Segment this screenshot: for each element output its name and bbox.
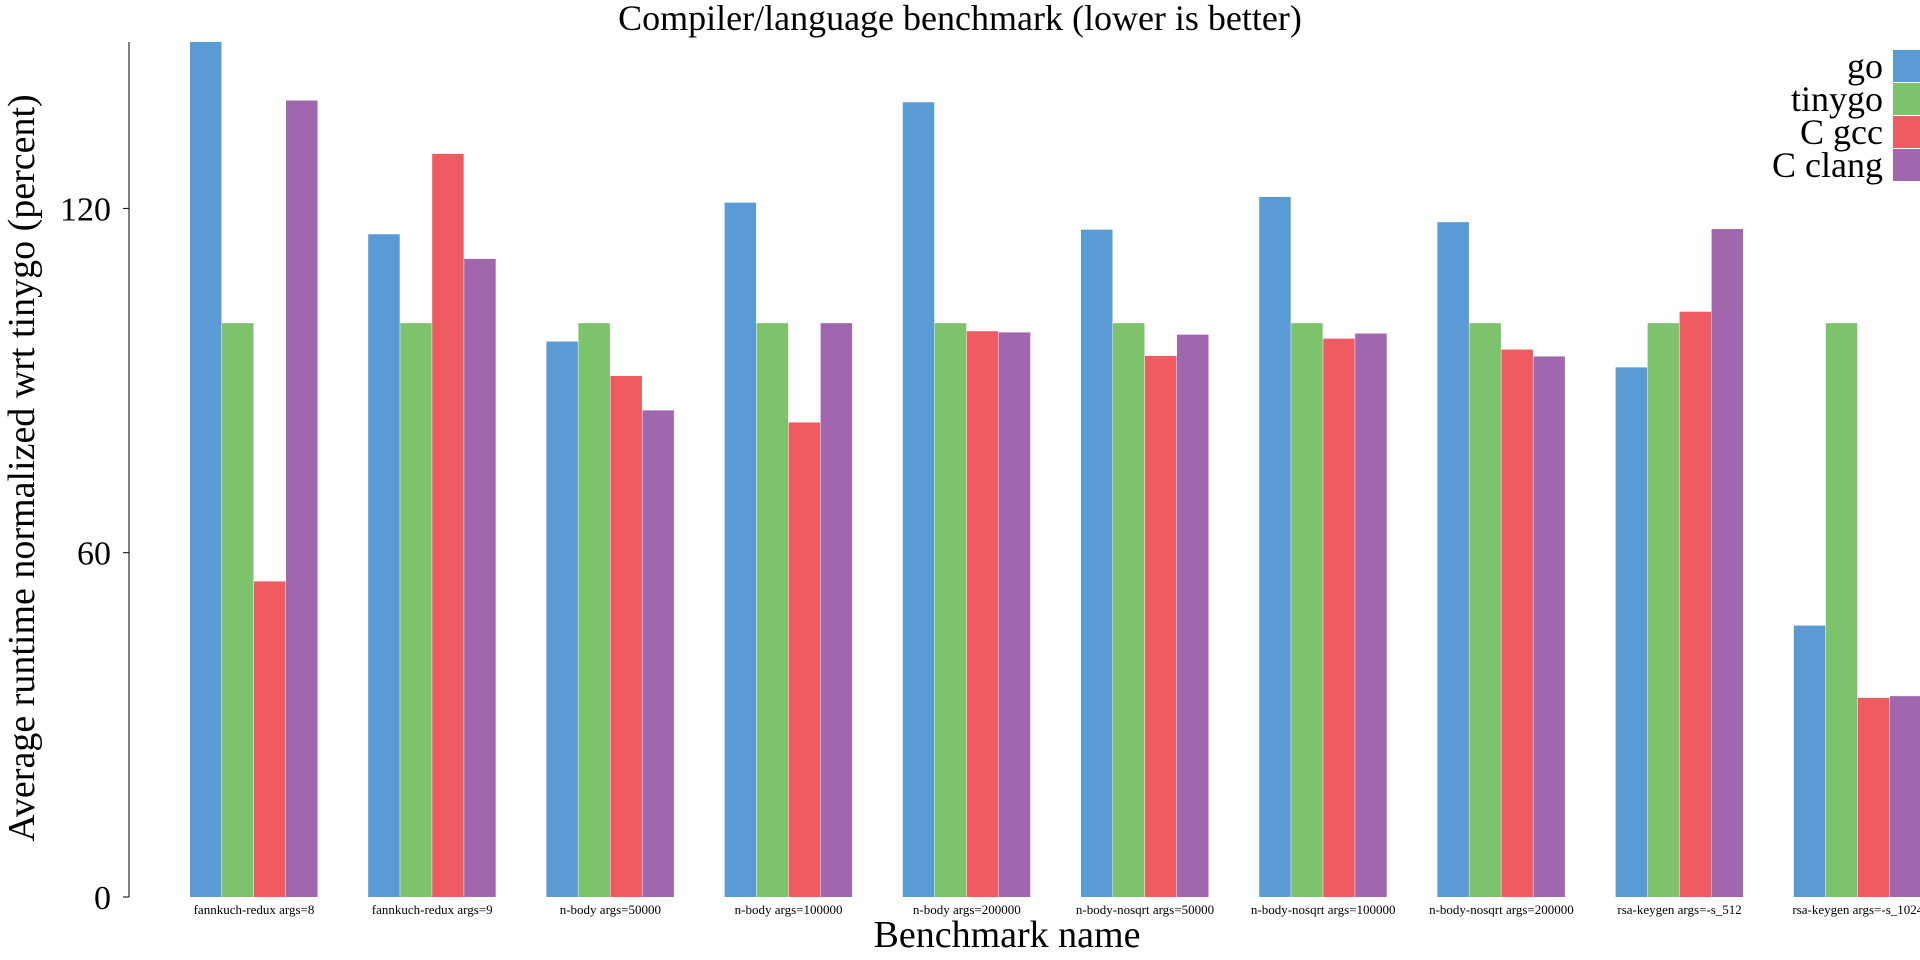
bar-group (724, 202, 853, 897)
category-label: fannkuch-redux args=8 (194, 902, 315, 917)
bar (578, 323, 610, 897)
bar (966, 331, 999, 897)
category-label: n-body-nosqrt args=200000 (1429, 902, 1574, 917)
bar-group (902, 102, 1031, 897)
bar (222, 323, 254, 897)
bar (1113, 323, 1145, 897)
bars-group (190, 42, 1920, 898)
legend-swatch (1893, 50, 1920, 82)
bar (432, 153, 464, 897)
category-label: n-body-nosqrt args=100000 (1251, 902, 1396, 917)
bar (998, 332, 1031, 897)
bar (1711, 229, 1744, 897)
bar (1615, 367, 1648, 897)
bar (788, 422, 821, 897)
legend-swatch (1893, 83, 1920, 115)
x-axis-label: Benchmark name (874, 914, 1141, 956)
bar-group (1793, 323, 1920, 897)
category-label: n-body args=50000 (560, 902, 661, 917)
category-labels: fannkuch-redux args=8 fannkuch-redux args… (194, 902, 1920, 917)
y-axis-label: Average runtime normalized wrt tinygo (p… (1, 94, 43, 841)
bar (546, 341, 578, 897)
legend-label: tinygo (1791, 79, 1883, 119)
legend-swatch (1893, 149, 1920, 181)
bar-group (546, 323, 674, 897)
bar (1323, 338, 1355, 897)
category-label: rsa-keygen args=-s_1024 (1792, 902, 1920, 917)
y-tick-label: 120 (60, 191, 111, 228)
chart-title: Compiler/language benchmark (lower is be… (618, 0, 1302, 38)
bar (1259, 196, 1291, 898)
bar (1501, 349, 1533, 898)
bar (1291, 323, 1323, 897)
bar (724, 202, 757, 897)
bar (464, 258, 496, 898)
bar (902, 102, 935, 897)
bar (1793, 625, 1826, 897)
bar-group (368, 153, 496, 898)
bar-group (1081, 229, 1209, 898)
category-label: rsa-keygen args=-s_512 (1617, 902, 1741, 917)
bar (286, 100, 318, 897)
bar (190, 42, 222, 897)
y-ticks: 0 60 120 (60, 191, 129, 917)
legend-label: go (1847, 46, 1883, 86)
bar (1533, 356, 1565, 897)
bar (820, 323, 853, 897)
legend-label: C clang (1772, 145, 1883, 185)
bar (1469, 323, 1501, 897)
legend-label: C gcc (1800, 112, 1883, 152)
bar (1889, 696, 1920, 897)
bar-group (190, 42, 318, 897)
legend-item: go (1847, 46, 1920, 86)
legend-item: C clang (1772, 145, 1920, 185)
y-tick-label: 60 (77, 536, 111, 573)
bar (934, 323, 967, 897)
bar (400, 323, 432, 897)
bar (1081, 229, 1113, 898)
bar (1647, 323, 1680, 897)
category-label: n-body-nosqrt args=50000 (1076, 902, 1214, 917)
bar (610, 375, 642, 897)
bar (1145, 355, 1177, 897)
bar (756, 323, 789, 897)
bar (1177, 334, 1209, 897)
legend-item: C gcc (1800, 112, 1920, 152)
bar (1437, 222, 1469, 897)
bar-group (1259, 196, 1387, 898)
category-label: n-body args=100000 (735, 902, 843, 917)
bar-group (1437, 222, 1565, 898)
bar-group (1615, 229, 1744, 897)
bar (1825, 323, 1858, 897)
bar (1355, 333, 1387, 897)
bar (1679, 311, 1712, 897)
legend-item: tinygo (1791, 79, 1920, 119)
category-label: n-body args=200000 (913, 902, 1021, 917)
bar (254, 581, 286, 897)
bar (1857, 697, 1890, 897)
bar (642, 410, 674, 897)
legend-swatch (1893, 116, 1920, 148)
category-label: fannkuch-redux args=9 (372, 902, 493, 917)
y-tick-label: 0 (94, 880, 111, 917)
bar (368, 234, 400, 897)
